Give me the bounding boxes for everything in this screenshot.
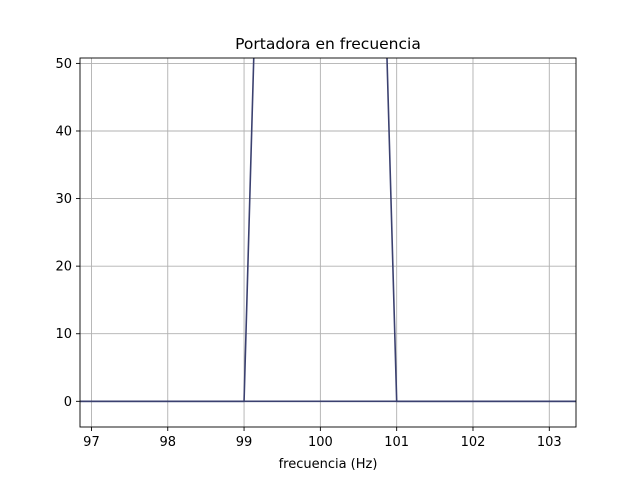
x-tick-label: 97: [83, 435, 100, 450]
ticks: 97 98 99 100 101 102 103 0 10 20 30 40 50: [55, 57, 561, 450]
y-tick-label: 20: [55, 260, 72, 275]
y-tick-label: 50: [55, 57, 72, 72]
chart-title: Portadora en frecuencia: [235, 35, 421, 53]
plot-background: [80, 58, 576, 427]
x-tick-label: 102: [461, 435, 486, 450]
x-tick-label: 103: [537, 435, 562, 450]
x-tick-label: 98: [159, 435, 176, 450]
grid: [80, 58, 576, 427]
x-tick-label: 100: [308, 435, 333, 450]
y-tick-label: 40: [55, 124, 72, 139]
y-tick-label: 0: [64, 395, 72, 410]
series-layer: [80, 58, 576, 403]
y-tick-label: 10: [55, 327, 72, 342]
x-tick-label: 101: [384, 435, 409, 450]
plot-frame: [79, 57, 577, 428]
y-tick-label: 30: [55, 192, 72, 207]
x-axis-label: frecuencia (Hz): [279, 457, 378, 472]
x-tick-label: 99: [236, 435, 253, 450]
